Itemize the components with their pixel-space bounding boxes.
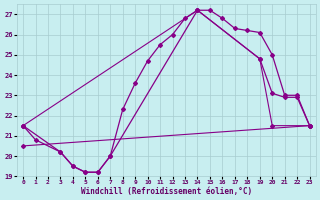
X-axis label: Windchill (Refroidissement éolien,°C): Windchill (Refroidissement éolien,°C) xyxy=(81,187,252,196)
